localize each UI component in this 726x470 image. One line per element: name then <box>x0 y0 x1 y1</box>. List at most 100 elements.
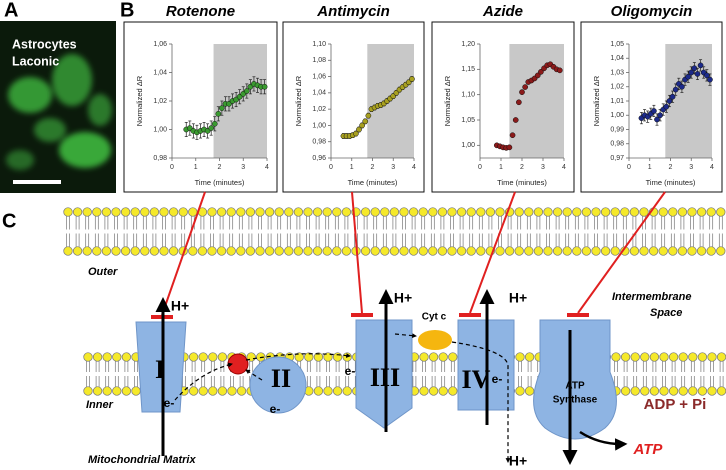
lipid-head <box>447 246 457 256</box>
lipid-head <box>112 386 122 396</box>
lipid-head <box>591 246 601 256</box>
lipid-head <box>678 386 688 396</box>
y-tick-label: 0,98 <box>610 141 624 148</box>
lipid-head <box>428 207 438 217</box>
lipid-head <box>659 386 669 396</box>
x-tick-label: 1 <box>350 164 354 171</box>
lipid-head <box>659 352 669 362</box>
data-point <box>679 83 685 90</box>
x-tick-label: 1 <box>499 164 503 171</box>
lipid-head <box>610 207 620 217</box>
data-point <box>516 99 522 106</box>
lipid-head <box>687 246 697 256</box>
lipid-head <box>552 246 563 256</box>
x-tick-label: 2 <box>371 164 375 171</box>
electron-label: e- <box>345 364 356 378</box>
lipid-head <box>63 246 73 256</box>
lipid-head <box>630 352 640 362</box>
lipid-head <box>227 386 237 396</box>
matrix-label: Mitochondrial Matrix <box>88 454 196 466</box>
lipid-head <box>688 352 698 362</box>
lipid-head <box>102 386 112 396</box>
lipid-head <box>640 352 650 362</box>
proton-label: H+ <box>394 290 412 306</box>
x-tick-label: 1 <box>194 164 198 171</box>
lipid-head <box>188 386 199 396</box>
lipid-head <box>419 352 429 362</box>
lipid-head <box>696 246 707 256</box>
lipid-head <box>178 207 188 217</box>
x-tick-label: 0 <box>170 164 174 171</box>
complex-III <box>355 319 413 429</box>
lipid-head <box>716 352 726 362</box>
lipid-head <box>514 246 524 256</box>
complex-label: IV <box>462 365 491 394</box>
membrane <box>63 207 726 256</box>
lipid-head <box>572 207 582 217</box>
lipid-head <box>437 246 448 256</box>
lipid-head <box>533 246 544 256</box>
lipid-head <box>438 386 448 396</box>
x-tick-label: 3 <box>241 164 245 171</box>
lipid-head <box>255 246 265 256</box>
atp-arrow <box>579 430 628 451</box>
x-tick-label: 1 <box>648 164 652 171</box>
data-point <box>534 72 541 79</box>
data-point <box>362 118 369 125</box>
y-tick-label: 1,03 <box>610 69 624 76</box>
lipid-head <box>716 207 726 217</box>
inhibition-line <box>577 191 666 314</box>
y-tick-label: 1,02 <box>153 98 167 105</box>
lipid-head <box>419 386 429 396</box>
lipid-head <box>332 246 342 256</box>
x-tick-label: 3 <box>541 164 545 171</box>
cytochrome-c <box>418 330 452 350</box>
x-tick-label: 2 <box>218 164 222 171</box>
lipid-head <box>649 352 660 362</box>
complex-label: II <box>271 364 291 393</box>
lipid-head <box>399 246 409 256</box>
lipid-head <box>591 207 601 217</box>
lipid-head <box>428 386 439 396</box>
y-axis-label: Normalized ΔR <box>592 75 601 126</box>
lipid-head <box>121 352 132 362</box>
lipid-head <box>562 246 572 256</box>
lipid-head <box>515 386 525 396</box>
lipid-head <box>303 207 313 217</box>
lipid-head <box>552 207 563 217</box>
lipid-head <box>140 246 150 256</box>
lipid-head <box>687 207 697 217</box>
inhibition-line <box>161 191 206 316</box>
lipid-head <box>533 207 544 217</box>
lipid-head <box>208 352 218 362</box>
lipid-head <box>543 246 553 256</box>
lipid-head <box>668 246 678 256</box>
lipid-head <box>668 386 679 396</box>
lipid-head <box>524 207 534 217</box>
lipid-head <box>581 207 592 217</box>
lipid-head <box>448 386 458 396</box>
lipid-head <box>543 207 553 217</box>
lipid-head <box>707 352 717 362</box>
lipid-head <box>236 246 246 256</box>
x-tick-label: 4 <box>412 164 416 171</box>
lipid-head <box>83 352 93 362</box>
x-tick-label: 4 <box>265 164 269 171</box>
x-tick-label: 4 <box>710 164 714 171</box>
lipid-head <box>600 246 611 256</box>
x-tick-label: 3 <box>689 164 693 171</box>
lipid-head <box>341 246 352 256</box>
lipid-head <box>245 207 256 217</box>
lipid-head <box>668 352 679 362</box>
complex-II <box>249 356 307 414</box>
y-tick-label: 1,02 <box>610 84 624 91</box>
data-point <box>697 62 704 69</box>
y-tick-label: 1,00 <box>461 142 475 149</box>
data-point <box>556 67 563 74</box>
chart-title: Oligomycin <box>611 3 693 20</box>
lipid-head <box>121 386 132 396</box>
lipid-head <box>92 246 102 256</box>
electron-path <box>451 341 511 463</box>
lipid-head <box>360 246 371 256</box>
lipid-head <box>255 207 265 217</box>
